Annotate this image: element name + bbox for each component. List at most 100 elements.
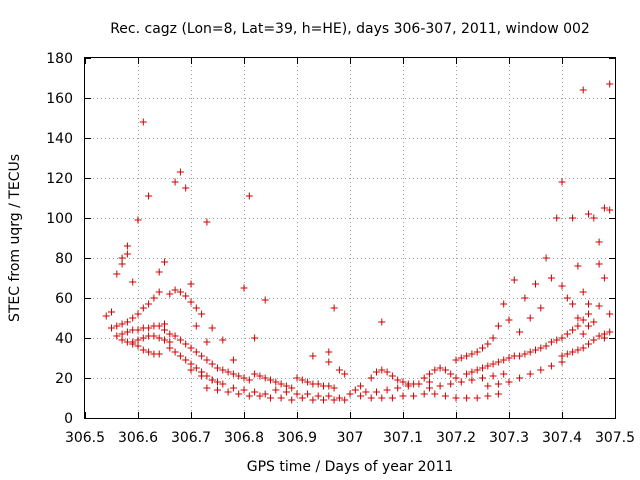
data-point xyxy=(521,294,529,302)
data-point xyxy=(500,300,508,308)
data-point xyxy=(330,304,338,312)
data-point xyxy=(187,360,195,368)
data-point xyxy=(399,378,407,386)
y-tick-label: 100 xyxy=(46,211,73,227)
data-point xyxy=(198,352,206,360)
data-point xyxy=(277,380,285,388)
data-point xyxy=(468,368,476,376)
data-point xyxy=(394,384,402,392)
axis-ticks: 306.5 306.6 306.7 306.8 306.9 307 307.1 307.2 30… xyxy=(46,51,635,446)
data-point xyxy=(282,382,290,390)
y-tick-label: 20 xyxy=(55,371,73,387)
data-point xyxy=(182,184,190,192)
data-point xyxy=(484,362,492,370)
data-point xyxy=(574,346,582,354)
data-point xyxy=(426,378,433,386)
data-point xyxy=(563,330,571,338)
data-point xyxy=(378,318,386,326)
data-point xyxy=(441,392,449,400)
data-point xyxy=(595,302,603,310)
data-point xyxy=(129,278,137,286)
data-points xyxy=(102,80,614,404)
data-point xyxy=(240,374,248,382)
data-point xyxy=(245,392,253,400)
data-point xyxy=(410,392,418,400)
data-point xyxy=(267,394,274,402)
data-point xyxy=(134,336,142,344)
data-point xyxy=(198,310,206,318)
data-point xyxy=(182,292,190,300)
data-point xyxy=(118,260,126,268)
data-point xyxy=(404,382,412,390)
data-point xyxy=(309,396,317,404)
data-point xyxy=(373,368,380,376)
data-point xyxy=(214,386,221,394)
data-point xyxy=(569,214,577,222)
data-point xyxy=(585,300,592,308)
data-point xyxy=(123,318,131,326)
data-point xyxy=(505,354,513,362)
x-tick-label: 307.2 xyxy=(436,430,476,446)
data-point xyxy=(134,342,142,350)
data-point xyxy=(388,394,396,402)
data-point xyxy=(484,382,492,390)
data-point xyxy=(579,330,587,338)
data-point xyxy=(590,336,598,344)
x-tick-label: 306.8 xyxy=(224,430,264,446)
data-point xyxy=(182,356,190,364)
data-point xyxy=(166,330,174,338)
data-point xyxy=(145,324,153,332)
data-point xyxy=(187,298,195,306)
data-point xyxy=(155,350,163,358)
data-point xyxy=(558,334,566,342)
data-point xyxy=(150,332,158,340)
data-point xyxy=(537,366,545,374)
data-point xyxy=(251,388,259,396)
y-tick-label: 140 xyxy=(46,131,73,147)
data-point xyxy=(208,360,216,368)
data-point xyxy=(346,390,354,398)
data-point xyxy=(240,284,248,292)
data-point xyxy=(139,334,147,342)
data-point xyxy=(463,394,471,402)
data-point xyxy=(176,168,184,176)
data-point xyxy=(192,322,200,330)
data-point xyxy=(139,346,147,354)
data-point xyxy=(473,366,481,374)
data-point xyxy=(267,376,274,384)
x-tick-label: 306.5 xyxy=(65,430,105,446)
data-point xyxy=(463,352,471,360)
x-tick-label: 306.6 xyxy=(118,430,158,446)
data-point xyxy=(399,392,407,400)
data-point xyxy=(335,394,343,402)
data-point xyxy=(431,390,439,398)
data-point xyxy=(569,348,577,356)
data-point xyxy=(526,348,534,356)
y-axis-title: STEC from uqrg / TECUs xyxy=(7,154,23,322)
data-point xyxy=(229,384,237,392)
data-point xyxy=(325,358,333,366)
data-point xyxy=(537,304,545,312)
data-point xyxy=(505,316,513,324)
data-point xyxy=(463,370,471,378)
data-point xyxy=(214,378,221,386)
data-point xyxy=(113,322,121,330)
data-point xyxy=(155,334,163,342)
data-point xyxy=(357,382,365,390)
data-point xyxy=(155,268,163,276)
data-point xyxy=(447,370,455,378)
data-point xyxy=(388,372,396,380)
data-point xyxy=(563,294,571,302)
data-point xyxy=(203,218,211,226)
data-point xyxy=(277,394,285,402)
data-point xyxy=(288,384,296,392)
data-point xyxy=(484,392,492,400)
data-point xyxy=(516,352,524,360)
data-point xyxy=(208,324,216,332)
data-point xyxy=(441,366,449,374)
x-axis-title: GPS time / Days of year 2011 xyxy=(247,459,454,475)
data-point xyxy=(452,374,460,382)
data-point xyxy=(479,374,486,382)
data-point xyxy=(314,392,322,400)
